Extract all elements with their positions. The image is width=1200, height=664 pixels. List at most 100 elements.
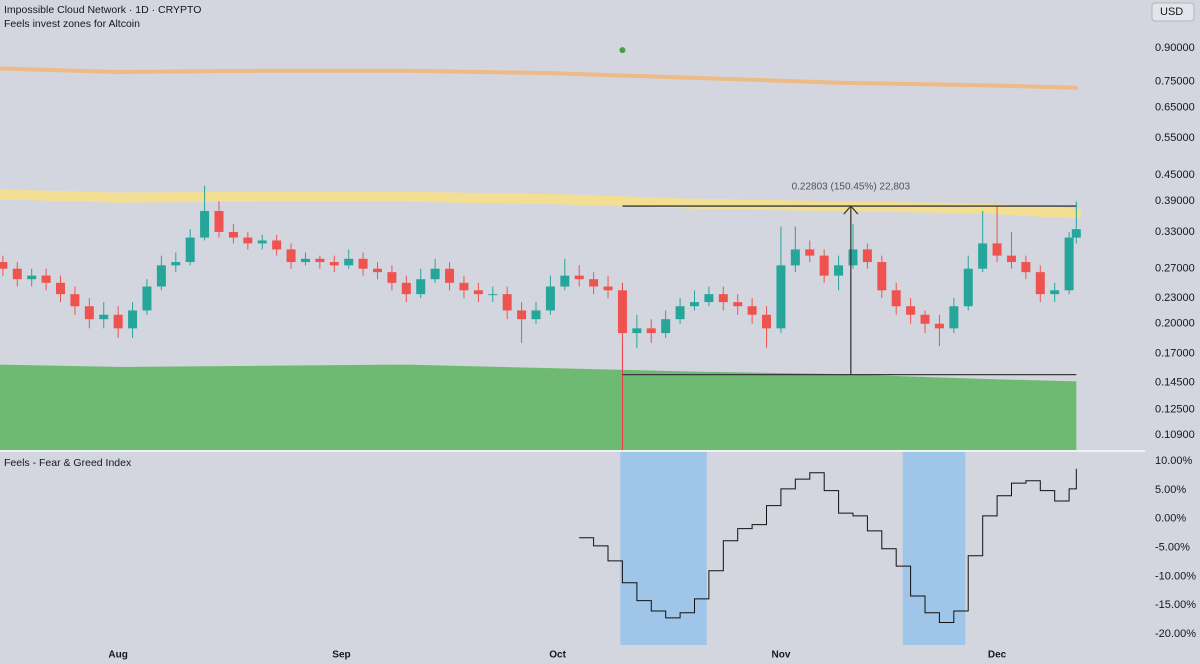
candle-body	[675, 306, 685, 320]
currency-label[interactable]: USD	[1160, 6, 1183, 18]
candle-body	[920, 314, 930, 324]
candle-body	[978, 243, 988, 269]
candle-body	[128, 310, 138, 329]
index-line	[579, 468, 1077, 623]
candle-body	[70, 294, 80, 307]
candle-body	[373, 268, 383, 273]
y-tick-label: 5.00%	[1155, 484, 1186, 496]
candle-body	[84, 306, 94, 320]
candle-body	[401, 282, 411, 295]
candle-body	[430, 268, 440, 280]
indicator-area	[0, 364, 1077, 450]
candle-body	[992, 243, 1002, 256]
candle-body	[12, 268, 22, 280]
chart-title: Impossible Cloud Network · 1D · CRYPTO	[4, 4, 201, 16]
y-tick-label: 0.17000	[1155, 347, 1195, 359]
candle-body	[228, 231, 238, 238]
y-tick-label: 0.75000	[1155, 75, 1195, 87]
y-tick-label: 0.10900	[1155, 429, 1195, 441]
measure-arrowhead	[843, 205, 859, 215]
candle-body	[517, 310, 527, 320]
currency-box[interactable]	[1151, 2, 1195, 22]
y-tick-label: 0.90000	[1155, 42, 1195, 54]
candle-body	[689, 302, 699, 307]
candle-body	[185, 237, 195, 263]
candle-body	[0, 262, 8, 269]
indicator-line	[0, 66, 1079, 90]
candle-body	[200, 210, 210, 238]
signal-dot	[619, 47, 626, 54]
candle-body	[949, 306, 959, 329]
x-tick-label: Sep	[332, 650, 350, 661]
candle-body	[358, 258, 368, 269]
candle-body	[934, 323, 944, 329]
y-tick-label: -5.00%	[1155, 542, 1190, 554]
candle-body	[819, 255, 829, 276]
candle-body	[56, 282, 66, 295]
candle-body	[286, 249, 296, 263]
candle-body	[1071, 229, 1081, 238]
y-tick-label: 0.39000	[1155, 195, 1195, 207]
candle-body	[1064, 237, 1074, 291]
candle-body	[99, 314, 109, 320]
candle-body	[589, 279, 599, 287]
candle-body	[344, 258, 354, 266]
candle-body	[300, 258, 310, 263]
candle-body	[41, 275, 51, 283]
x-tick-label: Dec	[988, 650, 1007, 661]
candle-body	[718, 294, 728, 303]
candle-body	[790, 249, 800, 266]
candle-body	[834, 265, 844, 276]
y-tick-label: 0.65000	[1155, 102, 1195, 114]
candle-body	[473, 290, 483, 295]
candle-body	[1021, 262, 1031, 273]
y-tick-label: 0.27000	[1155, 263, 1195, 275]
candle-body	[704, 294, 714, 303]
candle-body	[459, 282, 469, 291]
x-tick-label: Nov	[771, 650, 790, 661]
y-tick-label: 0.55000	[1155, 132, 1195, 144]
chart-subtitle: Feels invest zones for Altcoin	[4, 18, 140, 30]
candle-body	[257, 240, 267, 244]
x-tick-label: Oct	[549, 650, 566, 661]
candle-body	[156, 265, 166, 287]
y-tick-label: 0.14500	[1155, 377, 1195, 389]
candle-body	[891, 290, 901, 307]
y-tick-label: 0.00%	[1155, 513, 1186, 525]
candle-body	[488, 294, 498, 296]
candle-body	[142, 286, 152, 311]
candle-body	[1006, 255, 1016, 263]
x-tick-label: Aug	[108, 650, 127, 661]
candle-body	[272, 240, 282, 250]
candle-body	[574, 275, 584, 280]
candle-body	[545, 286, 555, 311]
candle-body	[171, 262, 181, 266]
candle-body	[747, 306, 757, 315]
candle-body	[445, 268, 455, 283]
indicator-line	[0, 189, 1082, 219]
y-tick-label: -15.00%	[1155, 599, 1196, 611]
candle-body	[762, 314, 772, 329]
candle-body	[963, 268, 973, 307]
candle-body	[776, 265, 786, 329]
y-tick-label: 0.20000	[1155, 318, 1195, 330]
candle-body	[416, 279, 426, 295]
candle-body	[877, 262, 887, 291]
indicator-title: Feels - Fear & Greed Index	[4, 457, 132, 469]
candle-body	[848, 249, 858, 266]
candle-body	[862, 249, 872, 263]
candle-body	[733, 302, 743, 307]
candle-body	[243, 237, 253, 244]
highlight-zone	[902, 452, 966, 645]
y-tick-label: 0.33000	[1155, 226, 1195, 238]
candle-body	[646, 328, 656, 334]
candle-body	[531, 310, 541, 320]
candle-body	[113, 314, 123, 329]
measure-label: 0.22803 (150.45%) 22,803	[792, 182, 911, 193]
candle-body	[805, 249, 815, 256]
candle-body	[329, 262, 339, 266]
highlight-zone	[620, 452, 707, 645]
y-tick-label: 0.23000	[1155, 292, 1195, 304]
